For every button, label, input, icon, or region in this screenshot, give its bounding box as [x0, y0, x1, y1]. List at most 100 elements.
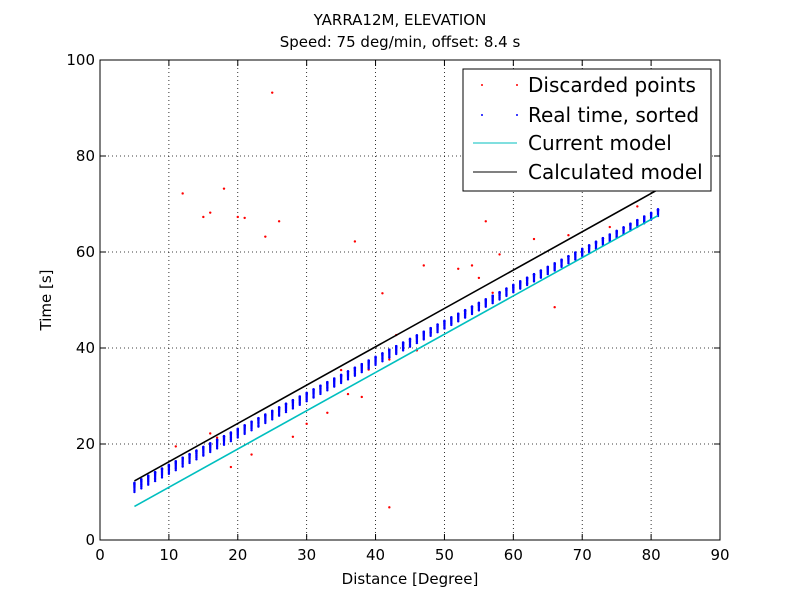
discarded-point: [388, 358, 391, 361]
legend-item-current-model: Current model: [473, 131, 672, 155]
discarded-point: [381, 292, 384, 295]
y-tick-label: 40: [76, 339, 95, 357]
legend-marker-real-time-2: [516, 114, 518, 116]
real-time-point: [546, 272, 549, 276]
discarded-point: [353, 240, 357, 243]
real-time-point: [312, 396, 315, 399]
x-tick-label: 40: [366, 546, 385, 564]
real-time-point: [463, 316, 467, 319]
series-real-time-sorted: [133, 208, 660, 494]
axis-ticks: 0 10 20 30 40 50 60 70 80 90 0 20 40 60 80 100: [66, 51, 729, 564]
x-tick-label: 0: [95, 546, 105, 564]
model-lines: [134, 188, 659, 508]
legend-label-current-model: Current model: [528, 131, 672, 155]
real-time-point: [339, 381, 343, 385]
real-time-point: [367, 367, 370, 370]
real-time-point: [519, 287, 522, 290]
discarded-point: [422, 264, 425, 267]
legend: Discarded points Real time, sorted Curre…: [462, 68, 712, 192]
discarded-point: [484, 220, 487, 223]
real-time-point: [319, 392, 322, 396]
y-axis-label: Time [s]: [37, 270, 55, 332]
discarded-point: [215, 436, 219, 439]
legend-item-discarded: Discarded points: [481, 73, 696, 97]
real-time-point: [209, 450, 212, 454]
real-time-point: [395, 352, 398, 356]
real-time-point: [133, 490, 136, 494]
real-time-point: [450, 323, 453, 327]
legend-marker-discarded-2: [516, 84, 518, 86]
discarded-point: [243, 216, 246, 220]
real-time-point: [188, 461, 191, 465]
real-time-point: [140, 487, 143, 490]
discarded-point: [250, 453, 253, 456]
real-time-point: [525, 283, 529, 287]
legend-box: [462, 68, 712, 192]
discarded-point: [532, 237, 536, 241]
real-time-point: [477, 309, 481, 312]
real-time-point: [264, 421, 267, 425]
y-tick-label: 0: [85, 531, 95, 549]
real-time-point: [305, 400, 308, 403]
x-axis-label: Distance [Degree]: [342, 570, 479, 588]
real-time-point: [277, 414, 281, 417]
discarded-point: [477, 276, 481, 280]
legend-label-discarded: Discarded points: [528, 73, 696, 97]
discarded-point: [202, 215, 205, 219]
discarded-point: [229, 465, 233, 469]
real-time-point: [243, 432, 246, 436]
current-model-line: [134, 214, 659, 508]
legend-item-calculated-model: Calculated model: [473, 160, 703, 184]
discarded-point: [339, 368, 343, 372]
chart-subtitle: Speed: 75 deg/min, offset: 8.4 s: [280, 33, 521, 51]
real-time-point: [153, 479, 157, 483]
real-time-point: [298, 403, 301, 407]
x-tick-label: 10: [159, 546, 178, 564]
discarded-point: [567, 234, 570, 237]
discarded-point: [209, 432, 212, 435]
real-time-point: [147, 483, 150, 486]
discarded-point: [346, 392, 350, 396]
discarded-point: [174, 445, 177, 448]
y-tick-label: 60: [76, 243, 95, 261]
x-tick-label: 90: [710, 546, 729, 564]
real-time-point: [360, 370, 363, 374]
real-time-point: [429, 334, 432, 338]
discarded-point: [636, 205, 639, 208]
legend-marker-real-time-1: [481, 114, 483, 116]
real-time-point: [167, 472, 171, 476]
discarded-point: [181, 192, 184, 195]
real-time-point: [353, 374, 357, 377]
real-time-point: [222, 443, 226, 446]
x-tick-label: 50: [435, 546, 454, 564]
real-time-point: [215, 447, 219, 450]
real-time-point: [202, 454, 205, 457]
y-tick-label: 100: [66, 51, 95, 69]
x-tick-label: 80: [642, 546, 661, 564]
y-tick-label: 20: [76, 435, 95, 453]
plot-frame: [99, 59, 721, 541]
real-time-point: [195, 458, 198, 461]
discarded-point: [305, 422, 308, 426]
y-tick-label: 80: [76, 147, 95, 165]
discarded-point: [236, 215, 239, 219]
discarded-point: [608, 225, 611, 229]
legend-label-calculated-model: Calculated model: [528, 160, 703, 184]
real-time-point: [326, 389, 329, 392]
real-time-point: [415, 341, 419, 345]
real-time-point: [553, 269, 556, 272]
discarded-point: [209, 211, 212, 214]
x-tick-label: 60: [504, 546, 523, 564]
discarded-point: [491, 291, 494, 294]
real-time-point: [422, 338, 425, 341]
discarded-point: [277, 220, 281, 223]
real-time-point: [229, 439, 233, 443]
real-time-point: [484, 305, 487, 308]
calculated-model-line: [134, 188, 659, 482]
real-time-point: [505, 294, 508, 298]
real-time-point: [470, 312, 474, 316]
real-time-point: [284, 410, 288, 414]
legend-marker-discarded-1: [481, 84, 483, 86]
real-time-point: [381, 360, 384, 363]
